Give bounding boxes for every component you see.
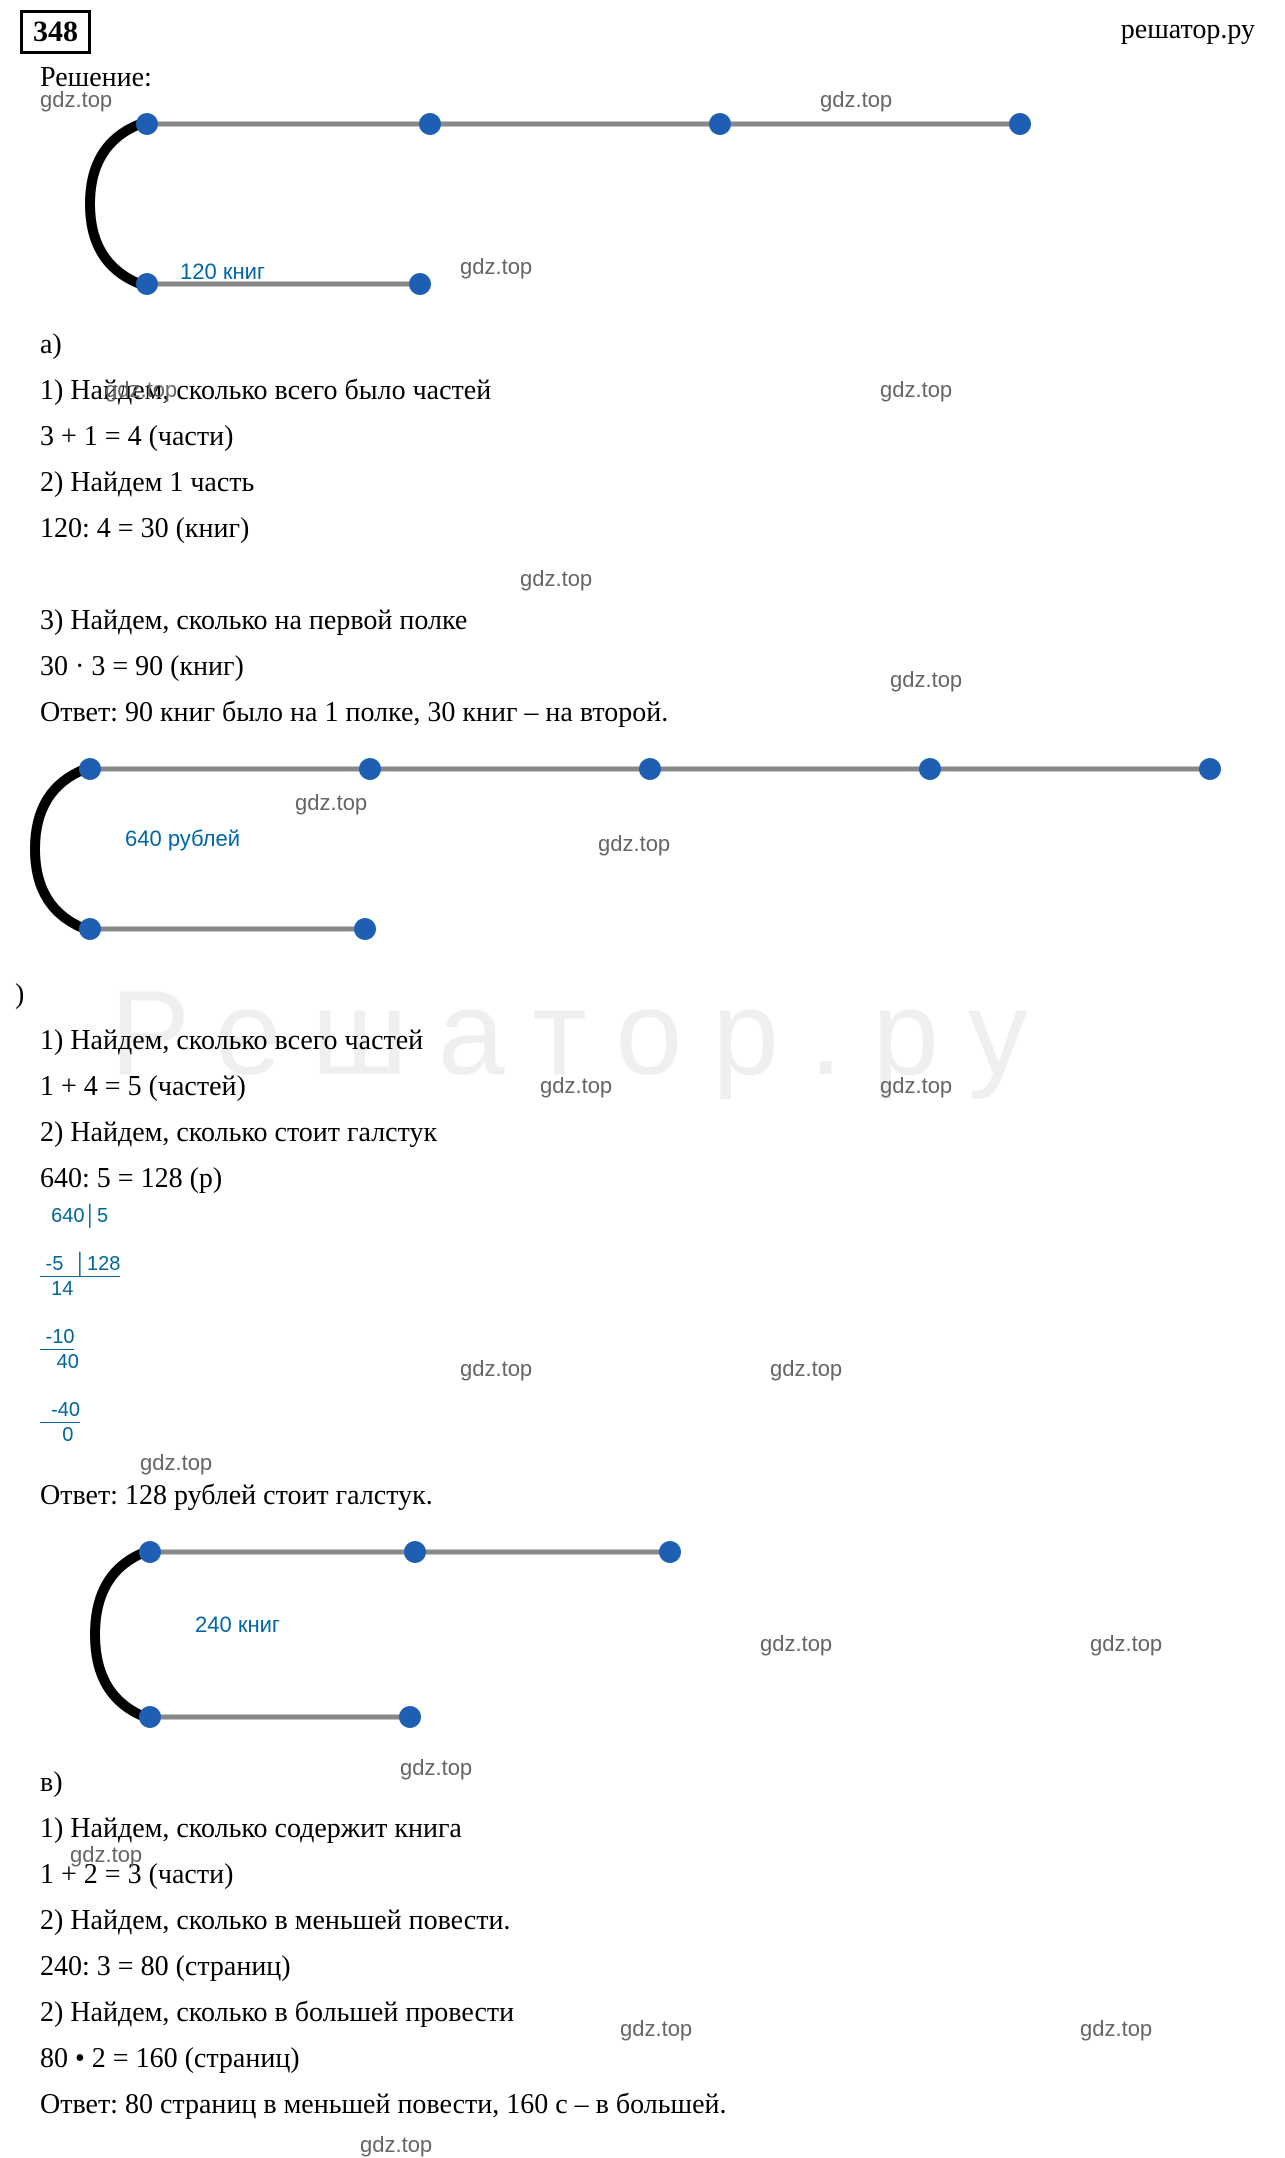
watermark-text: gdz.top [760,1631,832,1657]
long-division-row: 40 [40,1350,1265,1374]
solution-line: 120: 4 = 30 (книг) [40,508,1265,550]
solution-line: 3) Найдем, сколько на первой полке [40,600,1265,642]
long-division-row: -5 │128 [40,1252,120,1277]
solution-line: Ответ: 90 книг было на 1 полке, 30 книг … [40,692,1265,734]
watermark-text: gdz.top [620,2016,692,2042]
solution-line: 640: 5 = 128 (р) [40,1158,1265,1200]
watermark-text: gdz.top [460,1356,532,1382]
part-b-marker: ) [15,979,24,1010]
solution-line: 2) Найдем 1 часть [40,462,1265,504]
part-c-marker: в) [40,1767,63,1798]
answer-b: Ответ: 128 рублей стоит галстук. [40,1475,1265,1517]
watermark-text: gdz.top [880,377,952,403]
solution-line: 240: 3 = 80 (страниц) [40,1946,1265,1988]
part-a-text: а) 1) Найдем, сколько всего было частей3… [40,324,1265,734]
watermark-text: gdz.top [360,2132,432,2158]
watermark-text: gdz.top [540,1073,612,1099]
solution-line: 2) Найдем, сколько в меньшей повести. [40,1900,1265,1942]
watermark-text: gdz.top [40,87,112,113]
long-division-row: -40 [40,1398,80,1423]
long-division-row: -10 [40,1325,74,1350]
watermark-text: gdz.top [890,667,962,693]
part-b-text: ) 1) Найдем, сколько всего частей1 + 4 =… [40,974,1265,1200]
site-label: решатор.ру [1121,14,1255,46]
watermark-text: gdz.top [295,790,367,816]
solution-line: 2) Найдем, сколько стоит галстук [40,1112,1265,1154]
part-c-text: в) 1) Найдем, сколько содержит книга1 + … [40,1762,1265,2126]
solution-line: Ответ: 80 страниц в меньшей повести, 160… [40,2084,1265,2126]
long-division-row: 640│5 [40,1204,1265,1228]
solution-line: 1) Найдем, сколько всего частей [40,1020,1265,1062]
watermark-text: gdz.top [820,87,892,113]
watermark-text: gdz.top [770,1356,842,1382]
solution-title: Решение: [40,62,1265,94]
watermark-text: gdz.top [460,254,532,280]
solution-line: 1 + 4 = 5 (частей) [40,1066,1265,1108]
svg-text:240 книг: 240 книг [195,1612,280,1637]
solution-line: 80 • 2 = 160 (страниц) [40,2038,1265,2080]
solution-line [40,554,1265,596]
watermark-text: gdz.top [140,1450,212,1476]
watermark-text: gdz.top [105,377,177,403]
solution-line: 1 + 2 = 3 (части) [40,1854,1265,1896]
watermark-text: gdz.top [70,1842,142,1868]
solution-line: 30 · 3 = 90 (книг) [40,646,1265,688]
watermark-text: gdz.top [880,1073,952,1099]
long-division-row: 14 [40,1277,1265,1301]
long-division-row: 0 [40,1423,1265,1447]
solution-line: 1) Найдем, сколько содержит книга [40,1808,1265,1850]
part-b-answer: Ответ: 128 рублей стоит галстук. [40,1475,1265,1517]
problem-number: 348 [20,10,91,54]
diagram-c: 240 книг [20,1527,1265,1742]
watermark-text: gdz.top [598,831,670,857]
diagram-a: 120 книг [20,104,1265,304]
watermark-text: gdz.top [400,1755,472,1781]
watermark-text: gdz.top [520,566,592,592]
watermark-text: gdz.top [1090,1631,1162,1657]
solution-line: 3 + 1 = 4 (части) [40,416,1265,458]
watermark-text: gdz.top [1080,2016,1152,2042]
part-a-marker: а) [40,329,62,360]
long-division: 640│5 -5 │128 14 -10 40 -40 0 [40,1204,1265,1471]
svg-text:640 рублей: 640 рублей [125,826,240,851]
solution-line: 1) Найдем, сколько всего было частей [40,370,1265,412]
svg-text:120 книг: 120 книг [180,259,265,284]
